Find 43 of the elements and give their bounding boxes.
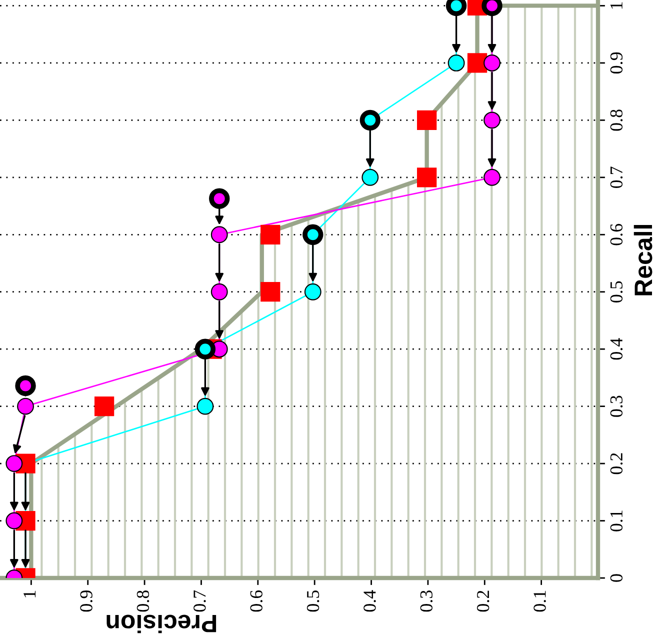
y-axis-title: Recall: [634, 225, 652, 296]
point: [210, 226, 228, 244]
point: [484, 168, 500, 186]
x-tick-label: 0.6: [250, 590, 263, 612]
point: [260, 224, 280, 244]
point: [210, 283, 228, 300]
y-tick-label: 0.3: [610, 396, 623, 417]
x-tick-label: 0.9: [80, 590, 92, 612]
y-tick-label: 0.6: [610, 224, 623, 246]
point: [15, 375, 36, 396]
y-tick-label: 0.1: [610, 510, 623, 532]
point: [304, 283, 322, 300]
point: [448, 54, 465, 72]
point: [362, 168, 379, 186]
x-tick-label: 0.8: [136, 590, 150, 612]
point: [417, 110, 437, 130]
y-tick-label: 0.5: [610, 281, 623, 302]
point: [6, 455, 23, 472]
y-tick-label: 0.9: [610, 52, 623, 74]
y-tick-label: 0: [610, 574, 623, 582]
point: [484, 112, 500, 129]
point: [484, 54, 500, 72]
y-tick-label: 1: [610, 2, 622, 9]
y-tick-label: 0.4: [610, 338, 623, 360]
x-tick-label: 0.7: [194, 590, 206, 612]
point: [467, 53, 488, 73]
point: [260, 282, 280, 302]
x-tick-label: 0.1: [534, 590, 546, 612]
x-tick-label: 0.2: [476, 590, 490, 612]
point: [17, 398, 34, 415]
x-tick-label: 0.4: [364, 590, 376, 612]
x-tick-label: 0.3: [420, 590, 433, 612]
x-tick-label: 1: [24, 590, 36, 598]
y-tick-label: 0.8: [610, 110, 623, 131]
point: [417, 168, 437, 188]
point: [6, 512, 23, 530]
point: [209, 188, 230, 209]
x-axis-title: Precision: [106, 614, 216, 634]
y-tick-label: 0.2: [610, 453, 623, 474]
point: [196, 398, 214, 415]
y-tick-label: 0.7: [610, 166, 623, 188]
x-tick-label: 0.5: [306, 590, 320, 612]
point: [94, 396, 114, 416]
